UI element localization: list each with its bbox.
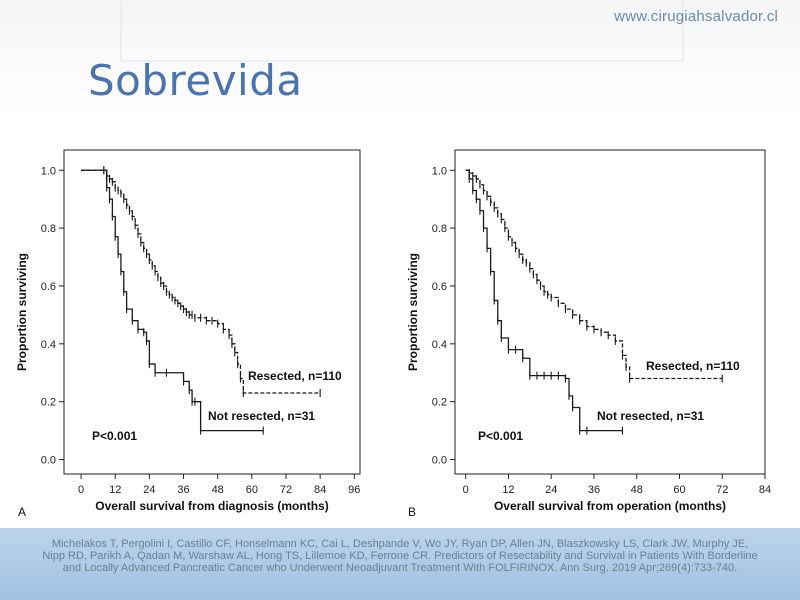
- x-tick-label: 84: [759, 484, 771, 496]
- p-value: P<0.001: [92, 429, 137, 443]
- plot-frame: [63, 149, 361, 475]
- series-line-resected: [81, 169, 321, 394]
- series-line-not-resected: [465, 169, 623, 432]
- x-tick-label: 36: [588, 484, 600, 496]
- footer-band: [0, 528, 800, 600]
- y-axis-label: Proportion surviving: [15, 253, 29, 371]
- plot-frame: [454, 149, 766, 475]
- x-tick-label: 12: [109, 484, 121, 496]
- series-label: Not resected, n=31: [597, 409, 704, 423]
- citation-text: Michelakos T, Pergolini I, Castillo CF, …: [42, 538, 758, 574]
- series-label: Resected, n=110: [646, 359, 740, 373]
- y-tick-label: 0.4: [432, 339, 447, 351]
- y-tick-label: 0.2: [41, 397, 56, 409]
- slide-title: Sobrevida: [88, 56, 303, 105]
- y-tick-label: 1.0: [432, 165, 447, 177]
- x-tick-label: 0: [463, 484, 469, 496]
- y-tick-label: 1.0: [41, 165, 56, 177]
- x-tick-label: 84: [314, 484, 326, 496]
- survival-charts: 0.0 0.2 0.4 0.6 0.8 1.0 0 12 24 36 48 60 72 84 96 Overa…: [15, 149, 771, 519]
- y-tick-label: 0.0: [432, 455, 447, 467]
- x-tick-label: 60: [246, 484, 258, 496]
- x-axis-label: Overall survival from operation (months): [494, 499, 726, 513]
- x-tick-label: 36: [177, 484, 189, 496]
- chart-panel-b: 0.0 0.2 0.4 0.6 0.8 1.0 0 12 24 36 48 60 72 84 Overall…: [406, 149, 771, 519]
- x-tick-label: 60: [673, 484, 685, 496]
- chart-panel-a: 0.0 0.2 0.4 0.6 0.8 1.0 0 12 24 36 48 60 72 84 96 Overa…: [15, 149, 361, 519]
- series-line-resected: [465, 169, 723, 380]
- p-value: P<0.001: [478, 429, 523, 443]
- website-url[interactable]: www.cirugiahsalvador.cl: [614, 8, 778, 25]
- x-tick-label: 72: [716, 484, 728, 496]
- x-tick-label: 72: [280, 484, 292, 496]
- y-tick-label: 0.8: [41, 223, 56, 235]
- x-tick-label: 96: [348, 484, 360, 496]
- x-tick-label: 0: [78, 484, 84, 496]
- x-tick-label: 48: [631, 484, 643, 496]
- x-tick-label: 48: [212, 484, 224, 496]
- y-axis-label: Proportion surviving: [406, 253, 420, 371]
- x-tick-label: 24: [545, 484, 557, 496]
- series-line-not-resected: [81, 169, 264, 432]
- series-label: Resected, n=110: [248, 369, 342, 383]
- y-tick-label: 0.4: [41, 339, 56, 351]
- x-tick-label: 24: [143, 484, 155, 496]
- x-tick-label: 12: [502, 484, 514, 496]
- header-decoration: [120, 0, 684, 62]
- header-band: [0, 0, 800, 120]
- x-axis-label: Overall survival from diagnosis (months): [95, 499, 328, 513]
- y-tick-label: 0.6: [432, 281, 447, 293]
- y-tick-label: 0.0: [41, 455, 56, 467]
- series-label: Not resected, n=31: [208, 409, 315, 423]
- panel-label: B: [408, 505, 416, 519]
- panel-label: A: [18, 505, 26, 519]
- y-tick-label: 0.2: [432, 397, 447, 409]
- y-tick-label: 0.8: [432, 223, 447, 235]
- y-tick-label: 0.6: [41, 281, 56, 293]
